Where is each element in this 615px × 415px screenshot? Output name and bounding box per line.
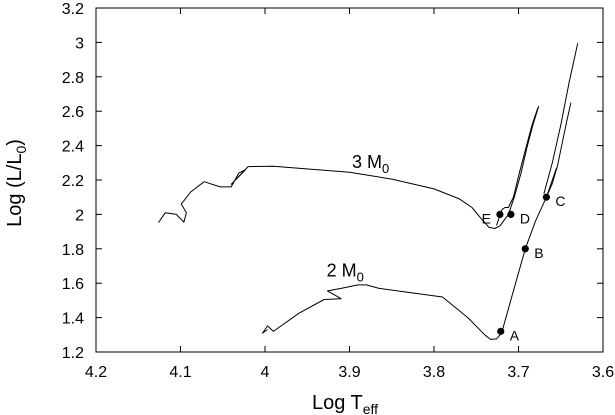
x-tick-label: 4 bbox=[261, 364, 270, 381]
y-tick-label: 2.4 bbox=[62, 139, 84, 156]
x-axis-title-main: Log T bbox=[312, 392, 363, 414]
y-tick-label: 2.6 bbox=[62, 104, 84, 121]
point-b bbox=[521, 245, 529, 253]
track-label-0: 3 M0 bbox=[352, 152, 389, 176]
x-axis-title-sub: eff bbox=[363, 401, 378, 415]
track-line-3 bbox=[543, 43, 579, 194]
plot-frame bbox=[95, 7, 604, 353]
x-tick-label: 3.8 bbox=[423, 364, 445, 381]
point-label-c: C bbox=[555, 193, 565, 209]
track-line-4 bbox=[545, 102, 572, 198]
point-label-b: B bbox=[534, 245, 543, 261]
marked-points: A B C D E bbox=[482, 193, 566, 343]
tracks bbox=[158, 43, 579, 340]
y-tick-label: 2 bbox=[75, 207, 84, 224]
x-tick-label: 4.2 bbox=[85, 364, 107, 381]
y-tick-label: 3 bbox=[75, 35, 84, 52]
point-label-a: A bbox=[510, 327, 520, 343]
track-label-2: 2 M0 bbox=[327, 260, 364, 284]
y-tick-label: 1.6 bbox=[62, 276, 84, 293]
point-e bbox=[496, 210, 504, 218]
track-line-2 bbox=[262, 167, 557, 340]
axes: 4.2 4.1 4 3.9 3.8 3.7 3.6 1.2 1.4 1.6 1.8 2 2.2 2.4 2.… bbox=[62, 1, 614, 381]
y-tick-label: 2.2 bbox=[62, 173, 84, 190]
y-tick-label: 1.8 bbox=[62, 242, 84, 259]
annotations: 3 M0 2 M0 bbox=[327, 152, 390, 284]
x-tick-label: 3.7 bbox=[507, 364, 529, 381]
x-axis-title: Log Teff bbox=[312, 392, 378, 415]
y-axis-title: Log (L/L0) bbox=[4, 139, 29, 227]
x-tick-label: 3.6 bbox=[592, 364, 614, 381]
point-a bbox=[497, 327, 505, 335]
x-tick-label: 3.9 bbox=[338, 364, 360, 381]
y-axis-title-sub: 0 bbox=[13, 146, 29, 154]
point-d bbox=[507, 210, 515, 218]
point-c bbox=[542, 193, 550, 201]
x-tick-label: 4.1 bbox=[169, 364, 191, 381]
y-tick-label: 3.2 bbox=[62, 1, 84, 18]
point-label-d: D bbox=[520, 210, 530, 226]
y-tick-label: 2.8 bbox=[62, 70, 84, 87]
y-tick-label: 1.2 bbox=[62, 345, 84, 362]
y-tick-label: 1.4 bbox=[62, 311, 84, 328]
point-label-e: E bbox=[482, 210, 491, 226]
y-axis-title-suffix: ) bbox=[4, 139, 26, 146]
track-line-1 bbox=[496, 107, 539, 226]
y-axis-title-main: Log (L/L bbox=[4, 154, 26, 227]
